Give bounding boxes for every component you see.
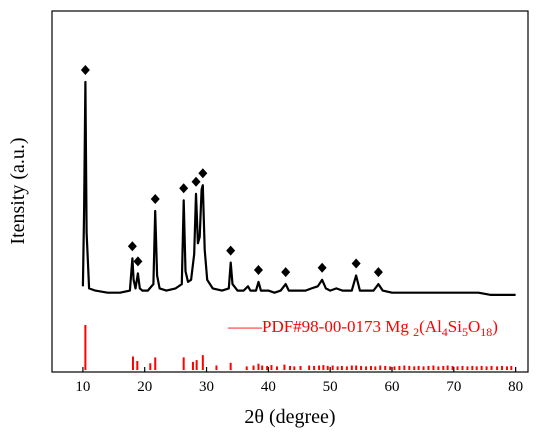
formula-text: O <box>468 317 480 336</box>
formula-subscript: 4 <box>442 325 448 339</box>
diamond-marker-icon <box>127 241 137 252</box>
diamond-marker-icon <box>191 176 201 187</box>
diamond-marker-icon <box>317 262 327 273</box>
x-ticks: 10 20 30 40 50 60 70 80 <box>75 367 523 395</box>
formula-subscript: 18 <box>480 325 492 339</box>
diamond-marker-icon <box>226 245 236 256</box>
x-tick-label: 30 <box>199 379 214 395</box>
diamond-marker-icon <box>80 65 90 75</box>
x-tick-label: 80 <box>508 379 523 395</box>
peak-markers <box>80 65 383 278</box>
reference-label: ——PDF#98-00-0173 Mg 2(Al4Si5O18) <box>227 317 498 339</box>
xrd-pattern-line <box>81 80 516 296</box>
diamond-marker-icon <box>198 168 208 179</box>
x-tick-label: 10 <box>75 379 90 395</box>
x-tick-label: 20 <box>137 379 152 395</box>
formula-subscript: 2 <box>413 325 419 339</box>
diamond-marker-icon <box>150 194 160 204</box>
plot-frame <box>51 10 529 373</box>
formula-text: Si <box>448 317 462 336</box>
formula-text: (Al <box>419 317 442 336</box>
diamond-marker-icon <box>179 183 189 194</box>
x-tick-label: 70 <box>446 379 461 395</box>
x-axis-label: 2θ (degree) <box>244 406 335 428</box>
diamond-marker-icon <box>133 256 143 267</box>
formula-subscript: 5 <box>462 325 468 339</box>
reference-label-prefix: ——PDF#98-00-0173 Mg <box>227 317 409 336</box>
y-axis-label: Itensity (a.u.) <box>7 137 29 244</box>
formula-text: ) <box>492 317 498 336</box>
reference-pattern <box>84 325 513 370</box>
x-tick-label: 50 <box>323 379 338 395</box>
diamond-marker-icon <box>281 267 291 278</box>
diamond-marker-icon <box>253 264 263 275</box>
x-tick-label: 60 <box>385 379 400 395</box>
x-tick-label: 40 <box>261 379 276 395</box>
diamond-marker-icon <box>373 267 383 278</box>
diamond-marker-icon <box>351 258 361 269</box>
